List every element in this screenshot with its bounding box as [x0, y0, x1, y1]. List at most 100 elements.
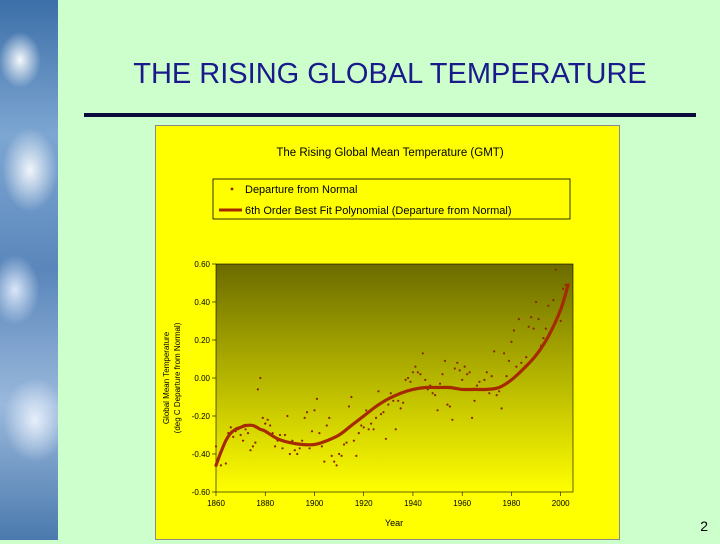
data-point [355, 454, 358, 457]
data-point [318, 432, 321, 435]
x-tick-label: 1900 [306, 499, 324, 508]
x-tick-label: 1980 [503, 499, 521, 508]
data-point [488, 392, 491, 395]
data-point [271, 432, 274, 435]
legend-label-line: 6th Order Best Fit Polynomial (Departure… [245, 205, 512, 217]
data-point [438, 382, 442, 385]
data-point [443, 359, 447, 362]
data-point [525, 356, 528, 359]
data-point [505, 375, 508, 378]
data-point [377, 390, 380, 393]
data-point [537, 318, 540, 321]
data-point [478, 380, 481, 383]
x-tick-label: 1880 [256, 499, 274, 508]
data-point [333, 460, 336, 463]
temperature-chart: The Rising Global Mean Temperature (GMT)… [162, 147, 574, 528]
sky-background [0, 0, 58, 540]
y-axis-label-line-2: (deg C Departure from Normal) [173, 322, 182, 433]
data-point [485, 371, 488, 374]
y-axis: -0.60 -0.40 -0.20 0.00 0.20 0.40 0.60 [192, 260, 216, 497]
data-point [562, 287, 565, 290]
data-point [520, 361, 523, 364]
data-point [446, 403, 449, 406]
data-point [530, 316, 533, 319]
chart-frame: The Rising Global Mean Temperature (GMT)… [155, 125, 620, 540]
data-point [389, 392, 392, 395]
data-point [251, 445, 255, 448]
y-tick-label: -0.40 [192, 450, 211, 459]
data-point [281, 447, 284, 450]
data-point [490, 375, 493, 378]
data-point [301, 439, 304, 442]
data-point [246, 432, 250, 435]
data-point [269, 424, 272, 427]
data-point [266, 418, 269, 421]
data-point [448, 405, 451, 408]
title-underline [84, 113, 696, 117]
data-point [340, 454, 343, 457]
data-point [298, 447, 301, 450]
data-point [283, 433, 287, 437]
y-tick-label: 0.20 [194, 336, 210, 345]
data-point [357, 432, 360, 435]
data-point [382, 411, 385, 414]
data-point [254, 441, 257, 444]
data-point [367, 428, 370, 431]
data-point [466, 373, 469, 376]
data-point [387, 403, 390, 406]
data-point [264, 422, 267, 425]
data-point [296, 452, 299, 456]
data-point [416, 371, 419, 374]
data-point [559, 319, 562, 323]
data-point [554, 268, 557, 271]
y-tick-label: 0.40 [194, 298, 210, 307]
data-point [310, 430, 314, 433]
data-point [256, 388, 259, 391]
data-point [365, 409, 368, 412]
data-point [517, 318, 520, 321]
data-point [261, 416, 264, 419]
data-point [320, 445, 323, 448]
data-point [273, 445, 277, 448]
x-tick-label: 1940 [404, 499, 422, 508]
data-point [419, 373, 422, 376]
y-tick-label: 0.00 [194, 374, 210, 383]
x-tick-label: 2000 [552, 499, 570, 508]
data-point [338, 452, 341, 456]
data-point [542, 337, 545, 340]
data-point [453, 367, 456, 370]
data-point [330, 454, 333, 457]
legend-marker-scatter [230, 187, 234, 191]
data-point [372, 428, 375, 431]
data-point [547, 304, 550, 307]
data-point [335, 464, 338, 467]
data-point [347, 405, 351, 408]
data-point [229, 426, 232, 429]
y-tick-label: 0.60 [194, 260, 210, 269]
data-point [495, 394, 498, 397]
data-point [214, 445, 218, 448]
data-point [502, 352, 506, 355]
data-point [473, 399, 476, 402]
data-point [431, 392, 434, 395]
data-point [239, 433, 242, 437]
data-point [483, 378, 486, 381]
best-fit-line [214, 283, 570, 467]
data-point [374, 416, 378, 419]
data-point [288, 452, 291, 456]
data-point [350, 395, 353, 399]
data-point [498, 390, 501, 393]
data-point [278, 433, 282, 437]
y-tick-label: -0.20 [192, 412, 211, 421]
data-point [510, 340, 513, 343]
data-point [352, 439, 355, 442]
data-point [409, 380, 412, 383]
data-point [402, 401, 405, 404]
x-tick-label: 1920 [355, 499, 373, 508]
data-point [436, 409, 439, 412]
data-point [244, 428, 247, 431]
data-point [406, 376, 410, 380]
data-point [384, 437, 387, 440]
data-point [411, 371, 415, 374]
data-point [397, 399, 400, 402]
